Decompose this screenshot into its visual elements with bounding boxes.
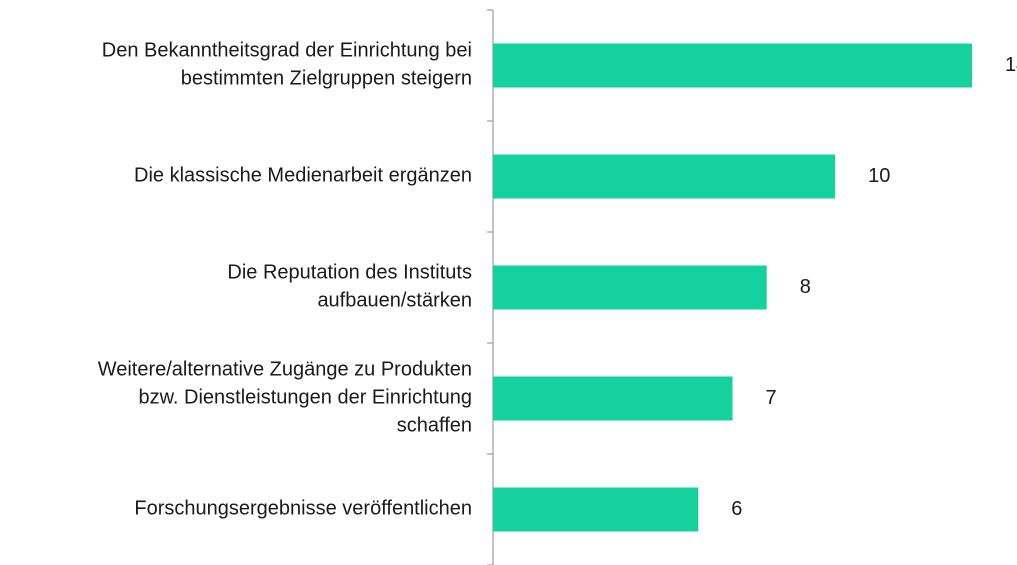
value-label: 14 xyxy=(1005,54,1017,76)
bar xyxy=(493,265,767,310)
bar xyxy=(493,154,836,199)
bar xyxy=(493,376,733,421)
bar xyxy=(493,43,972,88)
category-label: Die klassische Medienarbeit ergänzen xyxy=(134,165,472,187)
value-label: 7 xyxy=(766,387,777,409)
category-label: Den Bekanntheitsgrad der Einrichtung bei… xyxy=(102,40,472,90)
value-label: 8 xyxy=(800,276,811,298)
value-label: 10 xyxy=(868,165,890,187)
category-label: Weitere/alternative Zugänge zu Produkten… xyxy=(98,359,472,437)
category-label: Die Reputation des Instituts aufbauen/stä… xyxy=(227,262,472,312)
value-label: 6 xyxy=(731,498,742,520)
category-label: Forschungsergebnisse veröffentlichen xyxy=(134,498,472,520)
bar xyxy=(493,487,699,532)
